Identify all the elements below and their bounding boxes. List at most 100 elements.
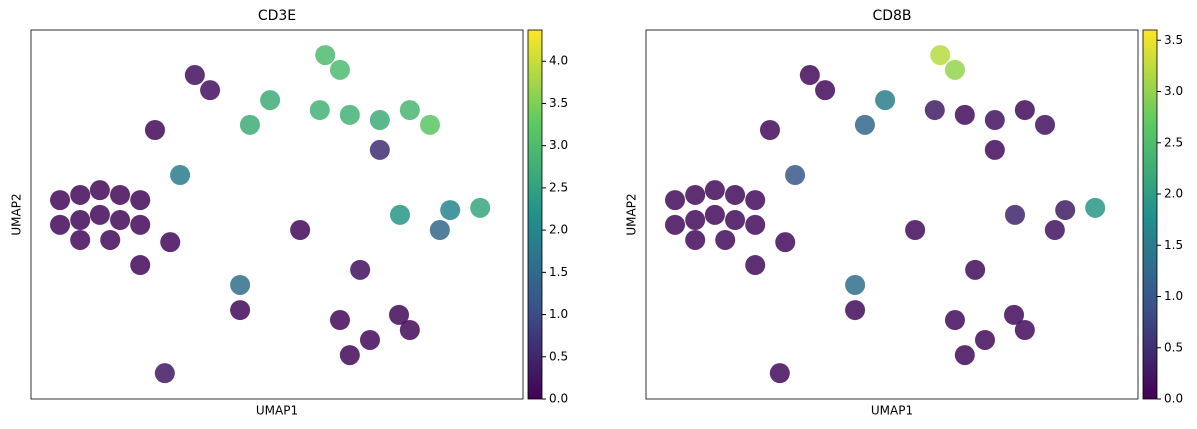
cell-point xyxy=(369,139,390,160)
cell-point xyxy=(470,197,491,218)
cell-point xyxy=(984,110,1005,131)
cell-point xyxy=(70,229,91,250)
colorbar xyxy=(1142,29,1158,400)
cell-point xyxy=(930,45,951,66)
cell-point xyxy=(1085,197,1106,218)
colorbar-tick-label: 3.5 xyxy=(1164,33,1183,47)
cell-point xyxy=(230,300,251,321)
chart-title: CD8B xyxy=(872,8,911,24)
cell-point xyxy=(759,119,780,140)
cell-point xyxy=(200,80,221,101)
cell-point xyxy=(704,204,725,225)
cell-point xyxy=(815,80,836,101)
colorbar-tick-label: 1.0 xyxy=(1164,289,1183,303)
cell-point xyxy=(799,65,820,86)
cell-point xyxy=(399,100,420,121)
cell-point xyxy=(130,214,151,235)
colorbar-tick-label: 1.5 xyxy=(549,265,568,279)
cell-point xyxy=(685,184,706,205)
cell-point xyxy=(339,345,360,366)
cell-point xyxy=(685,229,706,250)
cell-point xyxy=(954,104,975,125)
cell-point xyxy=(965,259,986,280)
cell-point xyxy=(50,214,71,235)
cell-point xyxy=(309,100,330,121)
cell-point xyxy=(339,104,360,125)
cell-point xyxy=(230,274,251,295)
cell-point xyxy=(154,363,175,384)
cell-point xyxy=(329,59,350,80)
cell-point xyxy=(944,59,965,80)
cell-point xyxy=(1044,219,1065,240)
cell-point xyxy=(845,300,866,321)
cell-point xyxy=(745,214,766,235)
cell-point xyxy=(954,345,975,366)
y-axis-label: UMAP2 xyxy=(625,193,639,235)
cell-point xyxy=(665,190,686,211)
colorbar-tick-label: 2.0 xyxy=(549,223,568,237)
colorbar-tick-label: 2.5 xyxy=(549,180,568,194)
cell-point xyxy=(100,229,121,250)
cell-point xyxy=(170,165,191,186)
cell-point xyxy=(389,304,410,325)
cell-point xyxy=(974,329,995,350)
cell-point xyxy=(160,232,181,253)
cell-point xyxy=(745,255,766,276)
cell-point xyxy=(1005,204,1025,225)
cell-point xyxy=(110,210,131,231)
colorbar-tick-label: 3.0 xyxy=(1164,84,1183,98)
cell-point xyxy=(50,190,71,211)
x-axis-label: UMAP1 xyxy=(871,404,913,418)
chart-title: CD3E xyxy=(258,8,296,24)
colorbar-tick-label: 2.5 xyxy=(1164,135,1183,149)
cell-point xyxy=(429,219,450,240)
cell-point xyxy=(239,114,260,135)
cell-point xyxy=(1004,304,1025,325)
cell-point xyxy=(685,210,706,231)
cell-point xyxy=(745,190,766,211)
cell-point xyxy=(905,219,926,240)
colorbar-tick-label: 3.5 xyxy=(549,96,568,110)
cell-point xyxy=(665,214,686,235)
cell-point xyxy=(420,114,441,135)
cell-point xyxy=(854,114,875,135)
cell-point xyxy=(315,45,336,66)
colorbar xyxy=(527,29,543,400)
cell-point xyxy=(359,329,380,350)
cell-point xyxy=(184,65,205,86)
cell-point xyxy=(704,180,725,201)
cell-point xyxy=(845,274,866,295)
cell-point xyxy=(70,210,91,231)
cell-point xyxy=(130,190,151,211)
colorbar-tick-label: 0.0 xyxy=(549,392,568,406)
cell-point xyxy=(725,210,746,231)
cell-point xyxy=(89,180,110,201)
cell-point xyxy=(715,229,736,250)
cell-point xyxy=(290,219,311,240)
colorbar-tick-label: 1.0 xyxy=(549,307,568,321)
cell-point xyxy=(369,110,390,131)
cell-point xyxy=(1055,200,1076,221)
cell-point xyxy=(769,363,790,384)
cell-point xyxy=(944,310,965,331)
colorbar-tick-label: 4.0 xyxy=(549,54,568,68)
cell-point xyxy=(725,184,746,205)
cell-point xyxy=(260,90,281,111)
cell-point xyxy=(1014,100,1035,121)
cell-point xyxy=(984,139,1005,160)
colorbar-tick-label: 0.5 xyxy=(1164,340,1183,354)
cell-point xyxy=(350,259,371,280)
colorbar-tick-label: 3.0 xyxy=(549,138,568,152)
colorbar-tick-label: 0.0 xyxy=(1164,392,1183,406)
cell-point xyxy=(390,204,410,225)
cell-point xyxy=(399,319,420,340)
cell-point xyxy=(144,119,165,140)
cell-point xyxy=(110,184,131,205)
colorbar-tick-label: 1.5 xyxy=(1164,238,1183,252)
cell-point xyxy=(440,200,461,221)
cell-point xyxy=(130,255,151,276)
y-axis-label: UMAP2 xyxy=(10,193,24,235)
cell-point xyxy=(1035,114,1056,135)
colorbar-tick-label: 2.0 xyxy=(1164,187,1183,201)
cell-point xyxy=(785,165,806,186)
